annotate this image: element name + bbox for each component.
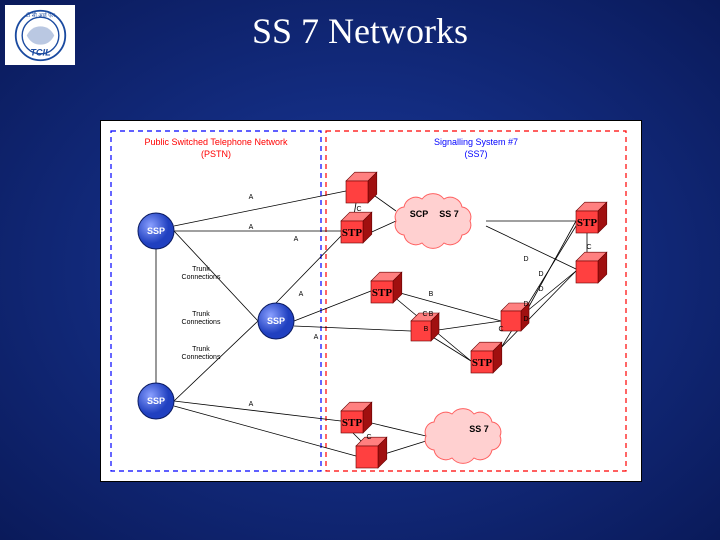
stp-cube xyxy=(346,172,377,203)
svg-text:D: D xyxy=(538,271,543,278)
stp-cube: STP xyxy=(341,212,372,243)
svg-text:STP: STP xyxy=(372,287,392,299)
svg-text:A: A xyxy=(249,224,254,231)
stp-cube: STP xyxy=(576,202,607,233)
svg-text:D: D xyxy=(523,301,528,308)
svg-text:Connections: Connections xyxy=(182,354,221,361)
svg-text:Trunk: Trunk xyxy=(192,266,210,273)
svg-text:SSP: SSP xyxy=(147,226,165,236)
svg-text:Connections: Connections xyxy=(182,274,221,281)
svg-text:(SS7): (SS7) xyxy=(464,149,487,159)
svg-text:C: C xyxy=(586,244,591,251)
svg-text:Trunk: Trunk xyxy=(192,346,210,353)
svg-text:C: C xyxy=(356,206,361,213)
svg-text:टी सी आई एल: टी सी आई एल xyxy=(25,12,54,19)
svg-text:C: C xyxy=(366,434,371,441)
svg-text:STP: STP xyxy=(577,217,597,229)
logo: टी सी आई एल TCIL xyxy=(5,5,75,65)
svg-text:Connections: Connections xyxy=(182,319,221,326)
svg-text:Trunk: Trunk xyxy=(192,311,210,318)
svg-text:B: B xyxy=(424,326,429,333)
svg-text:SSP: SSP xyxy=(267,316,285,326)
svg-text:A: A xyxy=(294,236,299,243)
svg-text:A: A xyxy=(299,291,304,298)
ssp-node: SSP xyxy=(258,303,294,339)
stp-cube: STP xyxy=(471,342,502,373)
svg-text:SS 7: SS 7 xyxy=(439,209,459,219)
svg-text:C: C xyxy=(422,311,427,318)
svg-text:A: A xyxy=(249,401,254,408)
ssp-node: SSP xyxy=(138,383,174,419)
svg-text:STP: STP xyxy=(342,227,362,239)
svg-text:SCP: SCP xyxy=(410,209,429,219)
svg-text:Public Switched Telephone Netw: Public Switched Telephone Network xyxy=(145,137,288,147)
svg-text:C: C xyxy=(498,326,503,333)
svg-text:A: A xyxy=(249,194,254,201)
page-title: SS 7 Networks xyxy=(252,10,468,52)
stp-cube xyxy=(576,252,607,283)
svg-text:SS 7: SS 7 xyxy=(469,424,489,434)
svg-text:D: D xyxy=(523,256,528,263)
svg-text:B: B xyxy=(429,311,434,318)
svg-text:Signalling System #7: Signalling System #7 xyxy=(434,137,518,147)
svg-text:(PSTN): (PSTN) xyxy=(201,149,231,159)
svg-text:B: B xyxy=(429,291,434,298)
svg-text:D: D xyxy=(538,286,543,293)
stp-cube xyxy=(356,437,387,468)
svg-text:D: D xyxy=(523,316,528,323)
svg-text:TCIL: TCIL xyxy=(30,47,51,57)
svg-text:A: A xyxy=(314,334,319,341)
stp-cube: STP xyxy=(341,402,372,433)
svg-text:STP: STP xyxy=(472,357,492,369)
ssp-node: SSP xyxy=(138,213,174,249)
stp-cube: STP xyxy=(371,272,402,303)
svg-text:SSP: SSP xyxy=(147,396,165,406)
svg-text:STP: STP xyxy=(342,417,362,429)
network-diagram: Public Switched Telephone Network (PSTN) S… xyxy=(100,120,642,482)
